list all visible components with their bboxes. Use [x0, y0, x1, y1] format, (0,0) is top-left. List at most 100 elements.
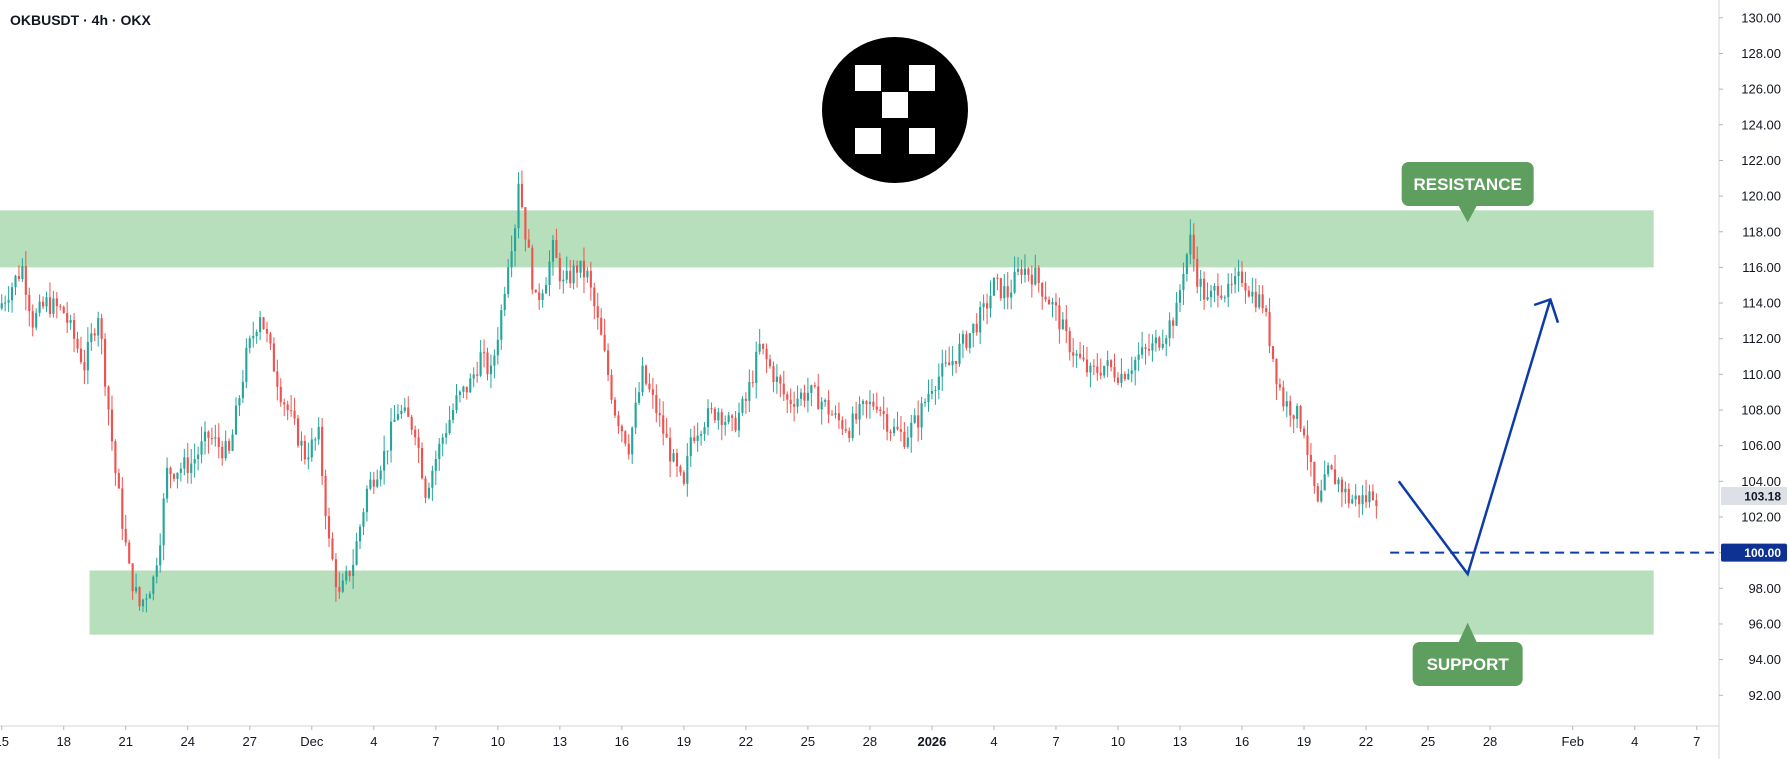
level-price-tag[interactable]: 100.00 [1721, 543, 1787, 562]
time-axis[interactable]: 15 18 21 24 27 Dec 4 7 10 13 16 19 22 25 28 2026 4 7 10 13 1… [0, 725, 1719, 749]
candle [824, 398, 827, 407]
candle-body [1375, 500, 1378, 507]
candle [1075, 349, 1078, 369]
candle-body [176, 472, 179, 479]
candle [21, 258, 24, 282]
candle-body [296, 418, 300, 446]
candle [882, 396, 885, 430]
candle [607, 343, 610, 382]
candle [1347, 483, 1350, 509]
x-tick-label: 7 [1693, 734, 1700, 749]
candle-body [1134, 359, 1137, 371]
candle-body [1299, 405, 1302, 429]
candle-body [200, 441, 203, 455]
candle-body [827, 400, 830, 415]
candle [662, 401, 665, 446]
candle [520, 170, 524, 209]
candle-body [1165, 338, 1168, 344]
last-price-tag[interactable]: 103.18 [1721, 486, 1787, 505]
candle [383, 435, 386, 485]
candle [1096, 353, 1099, 381]
candle [527, 229, 530, 248]
candle [679, 464, 682, 476]
candle-body [820, 401, 823, 410]
candle [500, 304, 503, 350]
candle [589, 261, 592, 301]
candle [396, 404, 399, 421]
candle-body [1371, 491, 1374, 501]
candle [627, 434, 630, 460]
resistance-callout[interactable]: RESISTANCE [1401, 162, 1534, 223]
candle [1209, 284, 1213, 308]
candle [1337, 477, 1340, 493]
candle-body [513, 228, 517, 252]
candle [844, 419, 847, 434]
candle-body [272, 343, 275, 372]
candle [1247, 285, 1250, 298]
candle [999, 277, 1002, 301]
candle-body [510, 251, 513, 268]
candle [1023, 254, 1027, 283]
candle [1123, 371, 1126, 382]
candle [31, 304, 34, 337]
candle [1244, 271, 1247, 304]
candle [48, 282, 52, 318]
candle [1351, 494, 1354, 505]
candle [445, 423, 448, 445]
candle-body [400, 410, 403, 415]
candle [310, 428, 313, 462]
candle [624, 430, 627, 447]
candle [110, 395, 114, 451]
candle-body [1182, 274, 1185, 291]
y-tick-label: 110.00 [1742, 367, 1781, 382]
candle-body [1020, 268, 1023, 275]
candle-body [331, 538, 334, 560]
candle [572, 260, 575, 290]
candle [24, 251, 27, 311]
support-callout[interactable]: SUPPORT [1412, 622, 1523, 686]
candle-body [572, 265, 575, 284]
candle [231, 429, 234, 452]
candle-body [562, 279, 565, 282]
y-tick-label: 126.00 [1741, 82, 1781, 97]
candle-body [1209, 290, 1213, 298]
y-tick-label: 96.00 [1748, 616, 1781, 631]
candle [1316, 482, 1319, 503]
price-axis[interactable]: 92.0094.0096.0098.00100.00102.00104.0010… [1718, 0, 1787, 759]
candle [489, 354, 493, 389]
logo-square-br [909, 128, 935, 154]
candle-body [1316, 486, 1319, 502]
candle-body [534, 289, 537, 293]
candle [293, 397, 296, 425]
candle-body [855, 413, 858, 420]
candle [331, 532, 334, 561]
candle-body [228, 441, 231, 451]
candle-body [238, 398, 241, 406]
candle [620, 424, 623, 443]
candle-body [389, 421, 393, 451]
candle [737, 402, 741, 438]
candle [279, 378, 282, 407]
candle [1065, 304, 1068, 344]
candle [782, 370, 785, 402]
candle [1110, 359, 1113, 372]
candle-body [520, 183, 524, 208]
candle-body [524, 207, 527, 240]
candle-body [662, 415, 665, 434]
candle-body [665, 433, 668, 438]
candle [241, 369, 244, 404]
candle-body [1251, 291, 1254, 297]
candle [1299, 405, 1302, 432]
candle-body [1254, 291, 1257, 308]
candle-body [861, 401, 865, 405]
candle-body [90, 333, 93, 343]
candle-body [190, 463, 193, 473]
candle-body [1285, 401, 1288, 407]
candle [410, 414, 413, 435]
candle [817, 373, 820, 410]
projection-path[interactable] [1397, 299, 1552, 577]
candle [1068, 327, 1071, 361]
candle [744, 392, 747, 414]
